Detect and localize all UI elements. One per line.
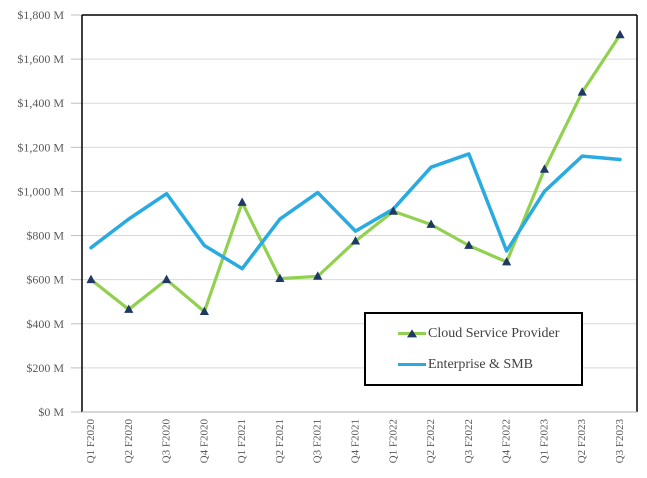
series-marker-triangle xyxy=(86,274,96,284)
chart-legend: Cloud Service Provider Enterprise & SMB xyxy=(364,312,583,386)
x-axis-label: Q3 F2021 xyxy=(312,419,324,463)
series-line-enterprise-smb xyxy=(89,152,622,271)
legend-label-enterprise-smb: Enterprise & SMB xyxy=(428,356,533,372)
y-axis-label: $400 M xyxy=(26,317,64,331)
x-axis-label: Q3 F2023 xyxy=(614,419,626,464)
y-axis-label: $200 M xyxy=(26,361,64,375)
x-axis-label: Q1 F2021 xyxy=(236,419,248,463)
series-marker-triangle xyxy=(350,236,361,245)
series-marker-triangle xyxy=(124,304,134,313)
y-axis-label: $1,200 M xyxy=(17,140,64,154)
x-axis-label: Q2 F2021 xyxy=(274,419,286,463)
legend-line-sample-blue xyxy=(398,363,426,366)
x-axis-label: Q1 F2020 xyxy=(85,419,97,464)
legend-entry-cloud-service-provider: Cloud Service Provider xyxy=(398,322,581,346)
x-axis-label: Q2 F2022 xyxy=(425,419,437,463)
series-marker-triangle xyxy=(275,273,285,282)
x-axis-label: Q4 F2022 xyxy=(501,419,513,463)
series-marker-triangle xyxy=(577,87,587,96)
series-marker-triangle xyxy=(161,274,172,284)
series-marker-triangle xyxy=(426,219,436,228)
y-axis-label: $1,600 M xyxy=(17,52,64,66)
x-axis-label: Q2 F2020 xyxy=(123,419,135,464)
y-axis-label: $600 M xyxy=(26,273,64,287)
series-marker-triangle xyxy=(464,240,474,249)
series-marker-triangle xyxy=(502,257,512,266)
y-axis-label: $1,800 M xyxy=(17,8,64,22)
series-marker-triangle xyxy=(313,271,323,280)
x-axis-label: Q1 F2022 xyxy=(387,419,399,463)
series-marker-triangle xyxy=(237,197,247,206)
x-axis-label: Q3 F2020 xyxy=(161,419,173,464)
y-axis-label: $800 M xyxy=(26,229,64,243)
legend-line-sample-green xyxy=(398,328,426,337)
legend-entry-enterprise-smb: Enterprise & SMB xyxy=(398,353,581,377)
series-marker-triangle xyxy=(539,164,550,173)
series-marker-triangle xyxy=(388,206,398,215)
x-axis-label: Q3 F2022 xyxy=(463,419,475,463)
legend-label-cloud-service-provider: Cloud Service Provider xyxy=(428,325,560,341)
series-line-cloud-service-provider xyxy=(89,33,622,314)
y-axis-label: $1,000 M xyxy=(17,184,64,198)
series-marker-triangle xyxy=(199,306,209,316)
x-axis-label: Q2 F2023 xyxy=(576,419,588,464)
y-axis-label: $0 M xyxy=(38,405,64,419)
x-axis-label: Q1 F2023 xyxy=(538,419,550,464)
triangle-marker-icon xyxy=(407,328,417,337)
x-axis-label: Q4 F2020 xyxy=(198,419,210,464)
series-marker-triangle xyxy=(615,29,625,39)
y-axis-label: $1,400 M xyxy=(17,96,64,110)
x-axis-label: Q4 F2021 xyxy=(350,419,362,463)
